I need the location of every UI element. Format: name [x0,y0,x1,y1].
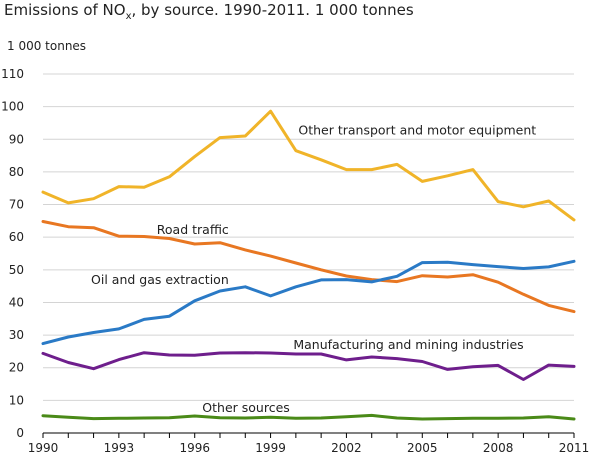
y-tick-label: 30 [9,328,24,342]
y-tick-label: 80 [9,165,24,179]
x-tick-label: 2002 [331,441,362,455]
y-tick-label: 100 [1,100,24,114]
y-tick-label: 60 [9,230,24,244]
x-tick-label: 2005 [407,441,438,455]
y-tick-label: 40 [9,295,24,309]
y-tick-label: 20 [9,361,24,375]
y-tick-label: 110 [1,67,24,81]
y-tick-label: 10 [9,393,24,407]
series-line [41,413,576,421]
series-lines [41,109,576,421]
series-label: Road traffic [157,222,229,237]
series-label: Oil and gas extraction [91,272,229,287]
series-label: Other transport and motor equipment [298,122,536,137]
series-label: Manufacturing and mining industries [293,337,523,352]
x-axis-ticks: 1990 1993 1996 1999 2002 2005 2008 2011 [28,433,590,455]
x-tick-label: 1993 [104,441,135,455]
x-tick-label: 1999 [255,441,286,455]
series-line [41,109,576,222]
gridlines [43,73,574,401]
chart-title-subscript: x [125,11,132,22]
series-labels: Other transport and motor equipment Road … [91,122,536,415]
y-tick-label: 90 [9,132,24,146]
series-line [41,351,576,381]
x-tick-label: 2011 [559,441,590,455]
y-tick-label: 50 [9,263,24,277]
series-line [41,220,576,314]
series-line [41,259,576,346]
y-axis-ticks: 0 10 20 30 40 50 60 70 80 90 100 110 [1,67,24,440]
x-tick-label: 1990 [28,441,59,455]
chart-title: Emissions of NOx, by source. 1990-2011. … [4,1,414,22]
y-tick-label: 70 [9,198,24,212]
y-tick-label: 0 [16,426,24,440]
y-axis-unit-label: 1 000 tonnes [7,39,86,53]
x-tick-label: 2008 [483,441,514,455]
chart-title-main: Emissions of NO [4,1,126,19]
series-label: Other sources [202,400,289,415]
chart-title-rest: , by source. 1990-2011. 1 000 tonnes [131,1,414,19]
x-tick-label: 1996 [179,441,210,455]
